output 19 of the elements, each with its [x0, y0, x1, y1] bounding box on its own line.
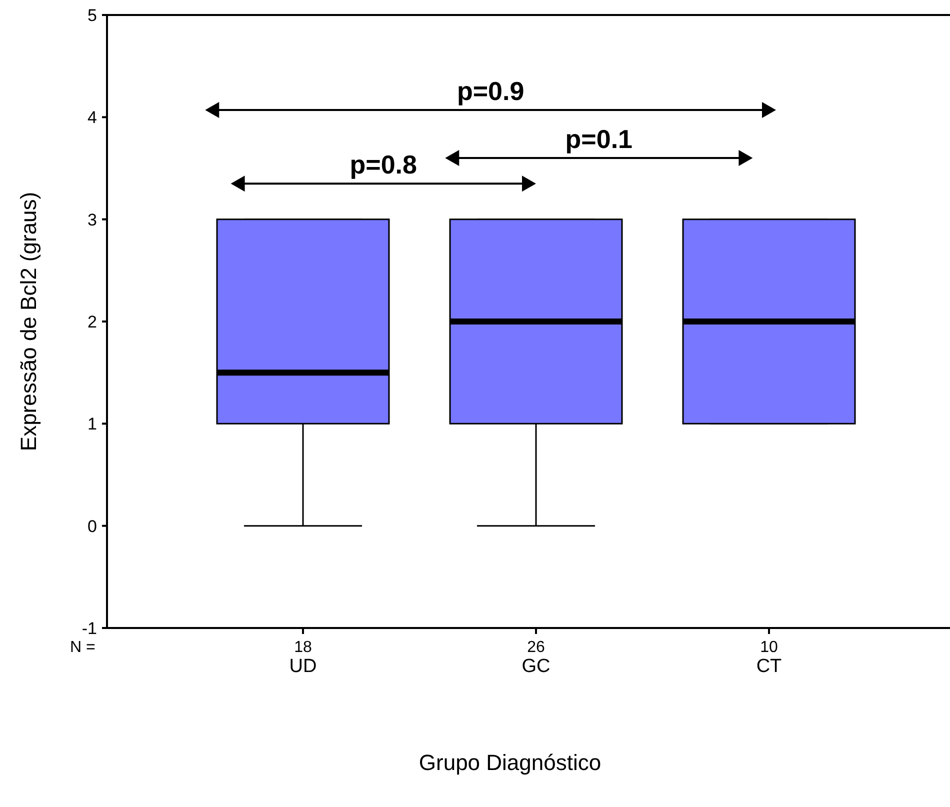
- annotation: p=0.8: [350, 150, 417, 180]
- x-tick-label: UD: [289, 656, 317, 677]
- x-axis-title: Grupo Diagnóstico: [418, 750, 602, 775]
- x-tick-label: GC: [522, 656, 550, 677]
- y-tick-label: 1: [88, 414, 97, 434]
- y-tick-label: -1: [82, 618, 97, 638]
- text: N =: [70, 639, 96, 656]
- annotation: p=0.1: [565, 124, 633, 154]
- y-axis-title: Expressão de Bcl2 (graus): [16, 192, 41, 452]
- x-tick-label: CT: [756, 656, 782, 677]
- annotation: p=0.9: [456, 76, 524, 106]
- y-tick-label: 4: [88, 108, 97, 128]
- text: 10: [760, 639, 778, 656]
- y-tick-label: 5: [88, 6, 97, 25]
- text: 18: [294, 639, 312, 656]
- y-tick-label: 0: [88, 516, 97, 536]
- text: 26: [527, 639, 545, 656]
- y-tick-label: 3: [88, 210, 97, 230]
- y-tick-label: 2: [88, 312, 97, 332]
